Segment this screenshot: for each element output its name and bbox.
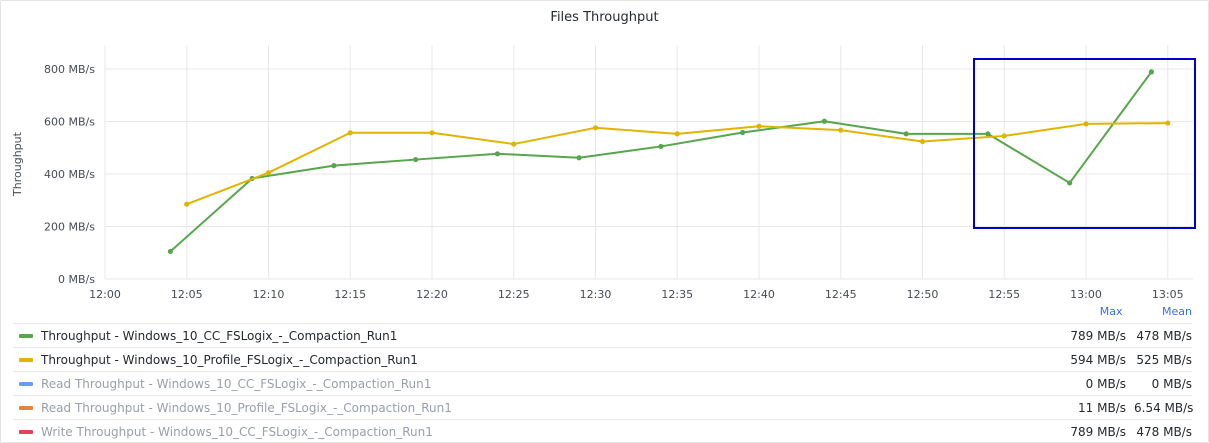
legend-item[interactable]: Read Throughput - Windows_10_Profile_FSL… (13, 395, 1192, 419)
series-color-swatch[interactable] (19, 334, 33, 338)
y-axis: 0 MB/s 200 MB/s 400 MB/s 600 MB/s 800 MB/s (44, 63, 95, 286)
legend-item[interactable]: Read Throughput - Windows_10_CC_FSLogix_… (13, 371, 1192, 395)
legend-series-name: Read Throughput - Windows_10_CC_FSLogix_… (41, 377, 1066, 391)
legend-mean-header[interactable]: Mean (1134, 305, 1192, 318)
legend-header: Max Mean (1073, 305, 1193, 318)
x-tick-label: 12:15 (334, 288, 366, 301)
x-tick-label: 12:20 (416, 288, 448, 301)
data-point[interactable] (838, 128, 843, 133)
data-point[interactable] (1083, 121, 1088, 126)
legend-mean-value: 478 MB/s (1134, 425, 1192, 439)
legend-max-value: 594 MB/s (1066, 353, 1126, 367)
data-point[interactable] (920, 139, 925, 144)
x-tick-label: 13:05 (1152, 288, 1184, 301)
x-tick-label: 13:00 (1070, 288, 1102, 301)
chart-svg: 0 MB/s 200 MB/s 400 MB/s 600 MB/s 800 MB/s 1… (1, 1, 1208, 301)
legend-max-value: 0 MB/s (1066, 377, 1126, 391)
data-point[interactable] (511, 141, 516, 146)
y-tick-label: 200 MB/s (44, 221, 95, 234)
x-tick-label: 12:55 (988, 288, 1020, 301)
legend-item[interactable]: Throughput - Windows_10_CC_FSLogix_-_Com… (13, 323, 1192, 347)
legend-max-value: 789 MB/s (1066, 329, 1126, 343)
legend-series-name: Write Throughput - Windows_10_CC_FSLogix… (41, 425, 1066, 439)
data-point[interactable] (756, 124, 761, 129)
data-point[interactable] (1149, 69, 1154, 74)
legend-series-name: Throughput - Windows_10_Profile_FSLogix_… (41, 353, 1066, 367)
data-point[interactable] (1067, 180, 1072, 185)
x-tick-label: 12:25 (498, 288, 530, 301)
data-point[interactable] (904, 131, 909, 136)
data-point[interactable] (413, 157, 418, 162)
legend-mean-value: 6.54 MB/s (1134, 401, 1192, 415)
legend-series-name: Throughput - Windows_10_CC_FSLogix_-_Com… (41, 329, 1066, 343)
y-tick-label: 0 MB/s (58, 273, 95, 286)
series-color-swatch[interactable] (19, 430, 33, 434)
x-tick-label: 12:45 (825, 288, 857, 301)
data-point[interactable] (429, 130, 434, 135)
data-point[interactable] (577, 155, 582, 160)
legend-mean-value: 525 MB/s (1134, 353, 1192, 367)
x-tick-label: 12:00 (89, 288, 121, 301)
legend-max-value: 789 MB/s (1066, 425, 1126, 439)
data-point[interactable] (495, 151, 500, 156)
data-point[interactable] (675, 131, 680, 136)
x-tick-label: 12:50 (907, 288, 939, 301)
highlight-box (974, 59, 1195, 228)
legend-series-name: Read Throughput - Windows_10_Profile_FSL… (41, 401, 1066, 415)
x-tick-label: 12:30 (580, 288, 612, 301)
x-tick-label: 12:35 (661, 288, 693, 301)
data-point[interactable] (593, 125, 598, 130)
y-tick-label: 800 MB/s (44, 63, 95, 76)
data-point[interactable] (168, 249, 173, 254)
data-point[interactable] (331, 163, 336, 168)
data-point[interactable] (1002, 133, 1007, 138)
data-point[interactable] (658, 144, 663, 149)
data-point[interactable] (266, 170, 271, 175)
x-tick-label: 12:05 (171, 288, 203, 301)
series-color-swatch[interactable] (19, 358, 33, 362)
grid (105, 45, 1193, 279)
y-axis-label: Throughput (11, 131, 24, 197)
legend-max-header[interactable]: Max (1073, 305, 1123, 318)
legend-item[interactable]: Throughput - Windows_10_Profile_FSLogix_… (13, 347, 1192, 371)
data-point[interactable] (184, 202, 189, 207)
legend-item[interactable]: Write Throughput - Windows_10_CC_FSLogix… (13, 419, 1192, 443)
x-tick-label: 12:10 (253, 288, 285, 301)
data-point[interactable] (1165, 120, 1170, 125)
x-axis: 12:00 12:05 12:10 12:15 12:20 12:25 12:30 12:35… (89, 288, 1183, 301)
legend-mean-value: 478 MB/s (1134, 329, 1192, 343)
data-point[interactable] (740, 130, 745, 135)
y-tick-label: 400 MB/s (44, 168, 95, 181)
y-tick-label: 600 MB/s (44, 116, 95, 129)
x-tick-label: 12:40 (743, 288, 775, 301)
legend: Throughput - Windows_10_CC_FSLogix_-_Com… (13, 323, 1192, 443)
legend-max-value: 11 MB/s (1066, 401, 1126, 415)
data-point[interactable] (348, 130, 353, 135)
legend-mean-value: 0 MB/s (1134, 377, 1192, 391)
series-color-swatch[interactable] (19, 382, 33, 386)
series-color-swatch[interactable] (19, 406, 33, 410)
data-point[interactable] (985, 131, 990, 136)
data-point[interactable] (822, 119, 827, 124)
